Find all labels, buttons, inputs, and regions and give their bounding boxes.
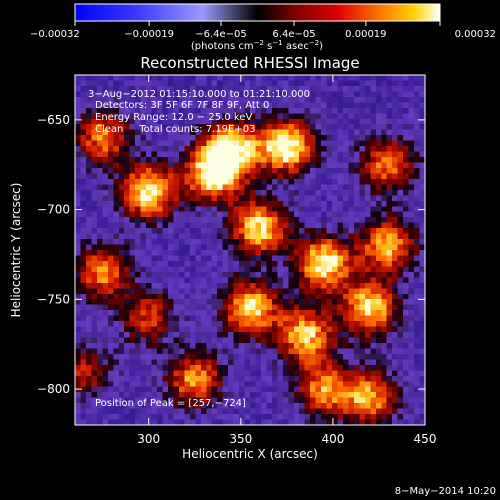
y-tick-label: −800 xyxy=(37,382,70,396)
image-annotations: 3−Aug−2012 01:15:10.000 to 01:21:10.000 … xyxy=(88,89,310,409)
colorbar-tick-label: 6.4e−05 xyxy=(272,29,315,40)
footer-timestamp: 8−May−2014 10:20 xyxy=(395,486,496,497)
heatmap-pixels xyxy=(75,75,425,425)
colorbar xyxy=(74,3,441,22)
annotation-energy: Energy Range: 12.0 − 25.0 keV xyxy=(95,112,252,123)
axis-ticks: 300 350 400 450 −650 −700 −750 −800 xyxy=(37,75,436,446)
x-tick-label: 350 xyxy=(229,432,252,446)
y-axis-label: Heliocentric Y (arcsec) xyxy=(9,183,23,318)
y-tick-label: −750 xyxy=(37,292,70,306)
colorbar-tick-label: −6.4e−05 xyxy=(195,29,247,40)
colorbar-tick-label: −0.00032 xyxy=(30,29,80,40)
heatmap-image xyxy=(75,75,425,425)
annotation-detectors: Detectors: 3F 5F 6F 7F 8F 9F, Att 0 xyxy=(95,100,269,111)
annotation-time: 3−Aug−2012 01:15:10.000 to 01:21:10.000 xyxy=(88,89,310,100)
y-tick-label: −700 xyxy=(37,203,70,217)
x-tick-label: 450 xyxy=(414,432,437,446)
colorbar-unit: (photons cm−2 s−1 asec−2) xyxy=(191,39,323,52)
x-tick-label: 400 xyxy=(321,432,344,446)
annotation-peak: Position of Peak = [257,−724] xyxy=(95,398,246,409)
plot-frame xyxy=(74,74,426,426)
x-axis-label: Heliocentric X (arcsec) xyxy=(182,447,318,461)
colorbar-ticks: −0.00032 −0.00019 −6.4e−05 6.4e−05 0.00019 0.… xyxy=(30,21,496,40)
y-tick-label: −650 xyxy=(37,113,70,127)
colorbar-tick-label: 0.00019 xyxy=(345,29,386,40)
colorbar-tick-label: −0.00019 xyxy=(124,29,174,40)
chart-title: Reconstructed RHESSI Image xyxy=(140,54,359,72)
x-tick-label: 300 xyxy=(137,432,160,446)
colorbar-tick-label: 0.00032 xyxy=(455,29,496,40)
annotation-method: Clean Total counts: 7.19E+03 xyxy=(95,124,255,135)
